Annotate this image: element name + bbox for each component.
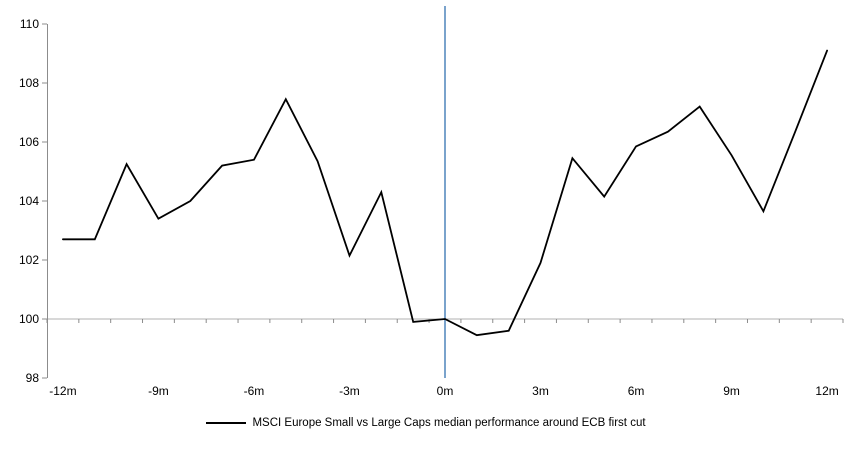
y-axis-tick-label: 110 (20, 17, 39, 31)
y-axis-tick-label: 98 (26, 371, 40, 385)
x-axis-tick-label: 12m (815, 384, 838, 398)
x-axis-tick-label: -6m (244, 384, 265, 398)
y-axis-tick-label: 100 (19, 312, 39, 326)
x-axis-tick-label: -9m (148, 384, 169, 398)
x-axis-tick-label: -3m (339, 384, 360, 398)
x-axis-tick-label: 3m (532, 384, 549, 398)
legend: MSCI Europe Small vs Large Caps median p… (0, 417, 852, 429)
x-axis-tick-label: 9m (723, 384, 740, 398)
legend-line-swatch (206, 422, 247, 424)
x-axis-tick-label: 0m (437, 384, 454, 398)
y-axis-tick-label: 104 (19, 194, 39, 208)
y-axis-tick-label: 102 (19, 253, 39, 267)
series-line (62, 49, 828, 337)
y-axis-tick-label: 108 (19, 76, 39, 90)
x-axis-tick-label: -12m (49, 384, 76, 398)
x-axis-tick-label: 6m (628, 384, 645, 398)
y-axis-tick-label: 106 (19, 135, 39, 149)
legend-label: MSCI Europe Small vs Large Caps median p… (252, 417, 646, 429)
